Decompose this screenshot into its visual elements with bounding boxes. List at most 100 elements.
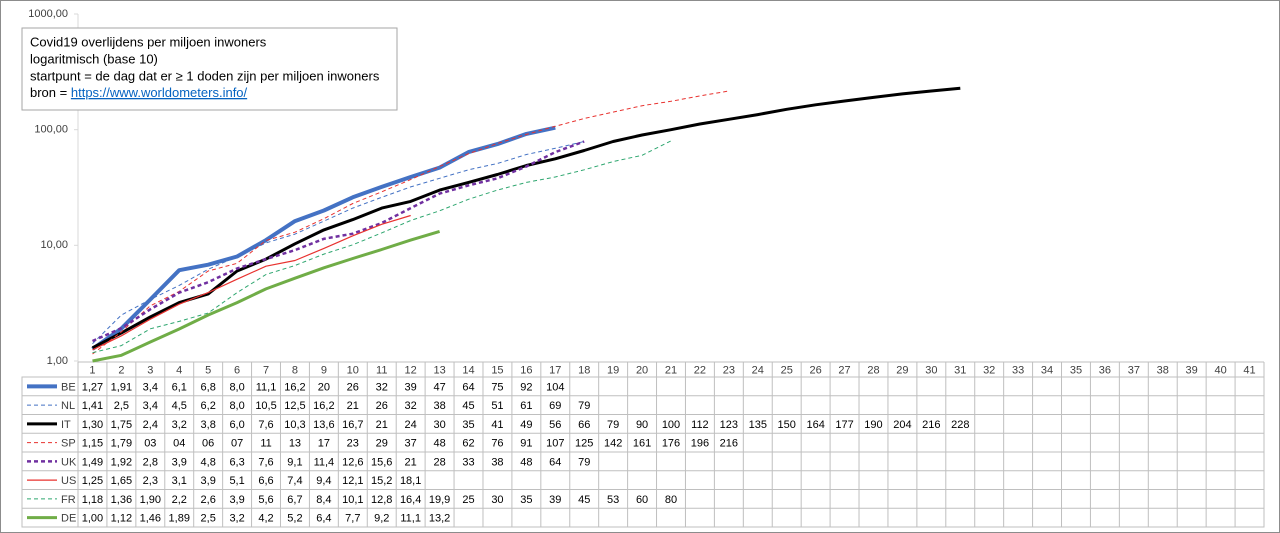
table-value: 47 xyxy=(433,381,445,393)
table-value: 53 xyxy=(607,494,619,506)
x-tick-label: 24 xyxy=(752,364,764,376)
table-value: 112 xyxy=(691,419,709,431)
x-tick-label: 8 xyxy=(292,364,298,376)
table-value: 18,1 xyxy=(400,475,421,487)
x-tick-label: 13 xyxy=(433,364,445,376)
table-value: 8,0 xyxy=(229,381,244,393)
table-value: 28 xyxy=(433,456,445,468)
table-value: 75 xyxy=(491,381,503,393)
source-prefix: bron = xyxy=(30,85,67,100)
y-tick-label: 100,00 xyxy=(34,124,68,136)
series-line xyxy=(92,214,411,351)
x-tick-label: 3 xyxy=(147,364,153,376)
table-value: 16,2 xyxy=(313,400,334,412)
table-value: 1,00 xyxy=(82,513,103,525)
table-value: 15,6 xyxy=(371,456,392,468)
table-value: 5,1 xyxy=(229,475,244,487)
table-value: 64 xyxy=(549,456,561,468)
legend-label: US xyxy=(61,475,76,487)
table-value: 38 xyxy=(433,400,445,412)
table-value: 6,4 xyxy=(316,513,331,525)
table-value: 1,91 xyxy=(111,381,132,393)
table-value: 26 xyxy=(347,381,359,393)
table-value: 216 xyxy=(720,438,738,450)
table-value: 1,75 xyxy=(111,419,132,431)
table-value: 4,8 xyxy=(201,456,216,468)
table-value: 1,25 xyxy=(82,475,103,487)
table-value: 41 xyxy=(491,419,503,431)
table-value: 1,36 xyxy=(111,494,132,506)
table-value: 1,92 xyxy=(111,456,132,468)
series-line xyxy=(92,90,729,355)
x-tick-label: 18 xyxy=(578,364,590,376)
x-tick-label: 4 xyxy=(176,364,182,376)
table-value: 2,8 xyxy=(143,456,158,468)
x-tick-label: 30 xyxy=(925,364,937,376)
table-value: 13 xyxy=(289,438,301,450)
title-frame xyxy=(21,27,398,111)
table-value: 07 xyxy=(231,438,243,450)
table-value: 33 xyxy=(462,456,474,468)
table-value: 62 xyxy=(462,438,474,450)
table-value: 12,6 xyxy=(342,456,363,468)
title-line: Covid19 overlijdens per miljoen inwoners xyxy=(30,34,267,49)
table-value: 69 xyxy=(549,400,561,412)
x-tick-label: 15 xyxy=(491,364,503,376)
x-tick-label: 35 xyxy=(1070,364,1082,376)
x-tick-label: 40 xyxy=(1214,364,1226,376)
table-value: 1,46 xyxy=(140,513,161,525)
table-value: 3,2 xyxy=(229,513,244,525)
table-value: 48 xyxy=(433,438,445,450)
table-value: 1,15 xyxy=(82,438,103,450)
table-value: 92 xyxy=(520,381,532,393)
table-value: 38 xyxy=(491,456,503,468)
table-value: 3,9 xyxy=(172,456,187,468)
series-line xyxy=(91,140,585,343)
table-value: 3,4 xyxy=(143,400,158,412)
table-value: 6,0 xyxy=(229,419,244,431)
table-value: 2,3 xyxy=(143,475,158,487)
table-value: 35 xyxy=(520,494,532,506)
x-tick-label: 37 xyxy=(1128,364,1140,376)
legend-label: SP xyxy=(61,438,76,450)
table-value: 9,1 xyxy=(287,456,302,468)
x-tick-label: 16 xyxy=(520,364,532,376)
table-value: 24 xyxy=(405,419,417,431)
table-value: 204 xyxy=(893,419,911,431)
table-value: 13,2 xyxy=(429,513,450,525)
table-value: 150 xyxy=(778,419,796,431)
table-value: 1,12 xyxy=(111,513,132,525)
table-value: 26 xyxy=(376,400,388,412)
source-link[interactable]: https://www.worldometers.info/ xyxy=(71,85,248,100)
table-value: 2,5 xyxy=(114,400,129,412)
table-value: 2,4 xyxy=(143,419,158,431)
y-tick-label: 10,00 xyxy=(40,239,68,251)
table-value: 3,2 xyxy=(172,419,187,431)
x-tick-label: 25 xyxy=(781,364,793,376)
table-value: 2,2 xyxy=(172,494,187,506)
table-value: 1,89 xyxy=(169,513,190,525)
x-tick-label: 34 xyxy=(1041,364,1053,376)
table-value: 48 xyxy=(520,456,532,468)
table-value: 104 xyxy=(546,381,564,393)
table-value: 4,5 xyxy=(172,400,187,412)
table-value: 45 xyxy=(462,400,474,412)
x-tick-label: 26 xyxy=(810,364,822,376)
table-value: 15,2 xyxy=(371,475,392,487)
table-value: 39 xyxy=(549,494,561,506)
table-value: 23 xyxy=(347,438,359,450)
table-value: 1,90 xyxy=(140,494,161,506)
title-box: Covid19 overlijdens per miljoen inwoners… xyxy=(21,27,398,111)
table-value: 12,1 xyxy=(342,475,363,487)
table-value: 123 xyxy=(720,419,738,431)
table-value: 7,6 xyxy=(258,456,273,468)
table-value: 1,79 xyxy=(111,438,132,450)
table-value: 7,4 xyxy=(287,475,302,487)
x-tick-label: 32 xyxy=(983,364,995,376)
table-value: 91 xyxy=(520,438,532,450)
table-value: 21 xyxy=(347,400,359,412)
table-value: 79 xyxy=(578,456,590,468)
table-value: 2,5 xyxy=(201,513,216,525)
x-tick-label: 20 xyxy=(636,364,648,376)
